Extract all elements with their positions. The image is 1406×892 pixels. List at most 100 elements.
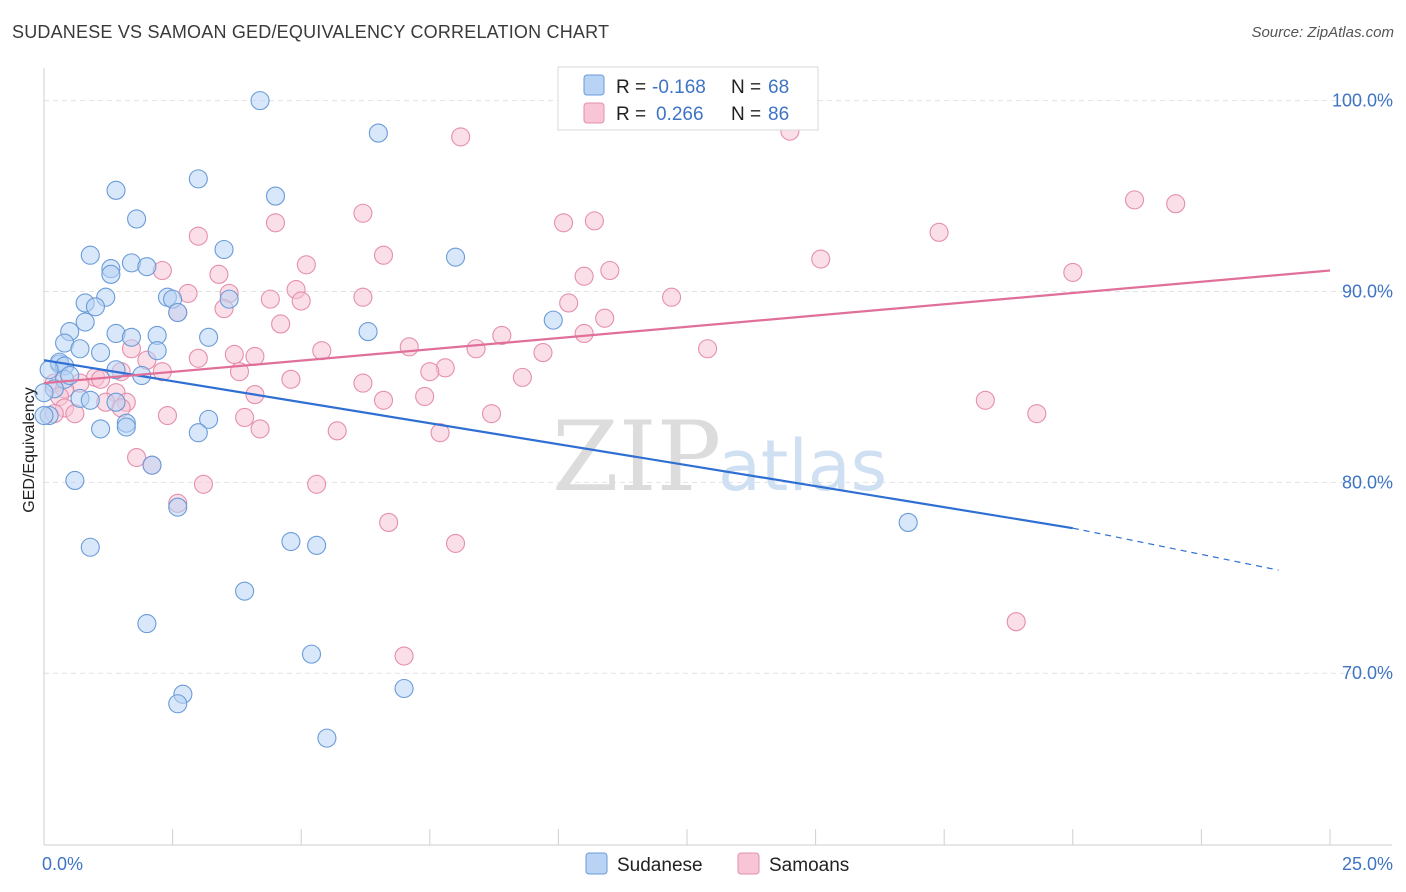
- samoan-point-49: [512, 367, 532, 387]
- samoan-point-15: [1063, 262, 1083, 282]
- samoan-point-58: [415, 386, 435, 407]
- axes: [43, 68, 1392, 846]
- samoan-point-16: [209, 264, 229, 284]
- sudanese-point-27: [199, 327, 219, 347]
- sudanese-point-58: [80, 537, 100, 557]
- samoan-point-17: [574, 266, 594, 286]
- bottom-legend: Sudanese Samoans: [585, 852, 849, 876]
- legend-r-label-samoan: R =: [616, 104, 646, 125]
- samoan-point-67: [157, 406, 178, 426]
- sudanese-point-24: [358, 322, 378, 342]
- sudanese-point-16: [219, 289, 239, 309]
- legend-n-label-sudanese: N =: [731, 77, 761, 98]
- x-tick-label-0: 0.0%: [42, 854, 83, 874]
- sudanese-point-44: [106, 392, 126, 412]
- samoan-point-3: [1166, 194, 1186, 214]
- sudanese-point-55: [898, 512, 918, 532]
- samoan-point-41: [188, 348, 208, 368]
- legend-n-value-samoan: 86: [768, 104, 789, 125]
- samoan-point-81: [1006, 612, 1026, 632]
- samoan-point-71: [250, 419, 270, 439]
- sudanese-point-12: [101, 264, 121, 284]
- samoan-point-76: [307, 474, 327, 494]
- legend-r-value-sudanese: -0.168: [652, 77, 706, 98]
- samoan-point-2: [1124, 190, 1145, 210]
- sudanese-point-2: [188, 169, 208, 189]
- sudanese-point-54: [168, 497, 188, 517]
- samoan-point-11: [811, 249, 831, 269]
- sudanese-point-4: [265, 186, 286, 206]
- samoan-points: [44, 121, 1186, 666]
- samoan-point-82: [394, 646, 414, 666]
- sudanese-point-26: [121, 327, 141, 347]
- sudanese-point-8: [445, 247, 466, 267]
- samoan-point-33: [698, 339, 718, 359]
- sudanese-point-20: [75, 312, 95, 332]
- sudanese-point-57: [307, 535, 327, 555]
- sudanese-point-31: [147, 341, 167, 361]
- y-tick-label-1: 80.0%: [1342, 472, 1393, 492]
- chart-title: SUDANESE VS SAMOAN GED/EQUIVALENCY CORRE…: [12, 22, 610, 42]
- samoan-point-14: [600, 260, 620, 281]
- samoan-point-34: [466, 339, 486, 359]
- sudanese-point-10: [137, 257, 157, 277]
- samoan-point-61: [975, 390, 995, 410]
- sudanese-point-43: [80, 390, 100, 410]
- sudanese-point-35: [39, 360, 59, 380]
- samoan-point-8: [929, 222, 949, 242]
- samoan-point-1: [451, 127, 471, 147]
- sudanese-point-61: [301, 644, 322, 664]
- sudanese-point-18: [85, 297, 105, 317]
- samoan-point-69: [1027, 404, 1047, 424]
- samoan-point-29: [271, 314, 291, 334]
- sudanese-point-30: [91, 343, 111, 363]
- legend-r-label-sudanese: R =: [616, 77, 646, 98]
- x-tick-labels: 0.0% 25.0%: [42, 854, 1393, 874]
- sudanese-point-0: [250, 91, 270, 111]
- samoan-point-31: [492, 325, 512, 345]
- samoan-point-7: [265, 213, 286, 233]
- samoan-point-37: [533, 343, 553, 363]
- sudanese-point-6: [214, 239, 234, 260]
- samoan-point-10: [373, 245, 394, 265]
- samoan-point-79: [379, 512, 399, 532]
- samoan-point-68: [481, 404, 502, 424]
- source-label: Source: ZipAtlas.com: [1251, 24, 1394, 41]
- sudanese-point-21: [543, 310, 563, 330]
- y-axis-label: GED/Equivalency: [21, 387, 38, 512]
- sudanese-point-49: [116, 417, 136, 437]
- sudanese-point-64: [168, 694, 188, 714]
- samoan-point-24: [291, 291, 311, 311]
- sudanese-point-65: [317, 728, 337, 748]
- sudanese-trend-line: [43, 359, 1073, 530]
- sudanese-point-41: [34, 383, 54, 403]
- sudanese-point-60: [137, 614, 157, 634]
- samoan-point-23: [260, 289, 280, 309]
- sudanese-point-52: [142, 455, 162, 475]
- samoan-point-21: [353, 287, 373, 307]
- samoan-point-77: [193, 474, 214, 494]
- sudanese-point-29: [70, 339, 90, 359]
- legend-r-value-samoan: 0.266: [656, 104, 704, 125]
- watermark: ZIP atlas: [552, 401, 887, 513]
- legend-swatch-samoan: [583, 102, 605, 124]
- samoan-point-22: [662, 287, 682, 307]
- y-tick-label-3: 100.0%: [1332, 91, 1393, 111]
- sudanese-point-50: [91, 419, 111, 439]
- sudanese-point-51: [188, 423, 208, 443]
- samoan-point-9: [188, 226, 208, 246]
- samoan-point-12: [296, 255, 316, 275]
- bottom-legend-swatch-samoan: [737, 852, 760, 875]
- sudanese-point-56: [281, 531, 301, 552]
- samoan-point-74: [127, 447, 147, 468]
- trend-lines: [43, 269, 1331, 571]
- sudanese-point-7: [80, 245, 100, 265]
- bottom-legend-label-samoan: Samoans: [769, 855, 849, 876]
- samoan-trend-line: [43, 269, 1331, 385]
- samoan-point-59: [373, 390, 394, 410]
- samoan-point-5: [584, 211, 604, 231]
- sudanese-point-62: [394, 678, 414, 699]
- sudanese-points: [34, 91, 918, 748]
- bottom-legend-label-sudanese: Sudanese: [617, 855, 703, 876]
- sudanese-point-1: [368, 123, 388, 143]
